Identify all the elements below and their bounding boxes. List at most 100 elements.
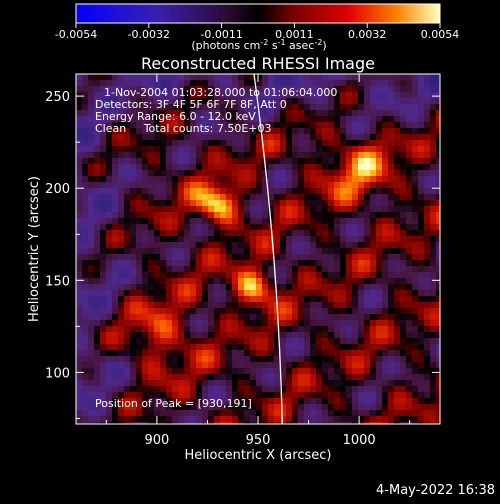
heatmap-cell	[268, 182, 275, 189]
heatmap-cell	[94, 104, 101, 111]
heatmap-cell	[292, 266, 299, 273]
heatmap-cell	[346, 398, 353, 405]
heatmap-cell	[298, 206, 305, 213]
heatmap-cell	[220, 80, 227, 87]
heatmap-cell	[160, 218, 167, 225]
heatmap-cell	[88, 230, 95, 237]
heatmap-cell	[340, 380, 347, 387]
heatmap-cell	[418, 98, 425, 105]
heatmap-cell	[214, 254, 221, 261]
heatmap-cell	[106, 362, 113, 369]
heatmap-cell	[124, 398, 131, 405]
heatmap-cell	[184, 80, 191, 87]
heatmap-cell	[322, 152, 329, 159]
heatmap-cell	[346, 158, 353, 165]
heatmap-cell	[184, 404, 191, 411]
heatmap-cell	[160, 272, 167, 279]
heatmap-cell	[418, 380, 425, 387]
heatmap-cell	[220, 392, 227, 399]
heatmap-cell	[142, 374, 149, 381]
heatmap-cell	[82, 416, 89, 423]
heatmap-cell	[238, 164, 245, 171]
heatmap-cell	[214, 176, 221, 183]
heatmap-cell	[406, 110, 413, 117]
heatmap-cell	[118, 356, 125, 363]
heatmap-cell	[178, 410, 185, 417]
heatmap-cell	[286, 188, 293, 195]
heatmap-cell	[268, 356, 275, 363]
heatmap-cell	[106, 116, 113, 123]
heatmap-cell	[172, 344, 179, 351]
heatmap-cell	[160, 248, 167, 255]
heatmap-cell	[292, 368, 299, 375]
heatmap-cell	[76, 260, 83, 267]
heatmap-cell	[298, 326, 305, 333]
heatmap-cell	[142, 116, 149, 123]
heatmap-cell	[334, 344, 341, 351]
heatmap-cell	[208, 164, 215, 171]
heatmap-cell	[112, 362, 119, 369]
heatmap-cell	[76, 266, 83, 273]
heatmap-cell	[406, 242, 413, 249]
heatmap-cell	[316, 368, 323, 375]
heatmap-cell	[112, 122, 119, 129]
heatmap-cell	[124, 212, 131, 219]
heatmap-cell	[328, 140, 335, 147]
heatmap-cell	[400, 230, 407, 237]
heatmap-cell	[298, 284, 305, 291]
heatmap-cell	[274, 368, 281, 375]
heatmap-cell	[88, 320, 95, 327]
heatmap-cell	[412, 182, 419, 189]
heatmap-cell	[400, 116, 407, 123]
heatmap-cell	[76, 368, 83, 375]
heatmap-cell	[250, 278, 257, 285]
heatmap-cell	[286, 98, 293, 105]
heatmap-cell	[298, 350, 305, 357]
heatmap-cell	[406, 314, 413, 321]
heatmap-cell	[136, 128, 143, 135]
heatmap-cell	[340, 140, 347, 147]
heatmap-cell	[250, 368, 257, 375]
heatmap-cell	[382, 296, 389, 303]
heatmap-cell	[208, 200, 215, 207]
heatmap-cell	[100, 356, 107, 363]
heatmap-cell	[424, 218, 431, 225]
heatmap-cell	[280, 212, 287, 219]
heatmap-cell	[424, 176, 431, 183]
heatmap-cell	[124, 266, 131, 273]
heatmap-cell	[388, 356, 395, 363]
heatmap-cell	[154, 152, 161, 159]
heatmap-cell	[292, 182, 299, 189]
heatmap-cell	[106, 230, 113, 237]
heatmap-cell	[226, 308, 233, 315]
heatmap-cell	[346, 272, 353, 279]
heatmap-cell	[424, 392, 431, 399]
heatmap-cell	[322, 158, 329, 165]
heatmap-cell	[358, 170, 365, 177]
heatmap-cell	[358, 290, 365, 297]
heatmap-cell	[430, 356, 437, 363]
heatmap-cell	[358, 230, 365, 237]
heatmap-cell	[196, 248, 203, 255]
heatmap-cell	[286, 254, 293, 261]
heatmap-cell	[184, 158, 191, 165]
heatmap-cell	[112, 242, 119, 249]
heatmap-cell	[160, 98, 167, 105]
heatmap-cell	[322, 326, 329, 333]
heatmap-cell	[280, 248, 287, 255]
heatmap-cell	[280, 332, 287, 339]
heatmap-cell	[184, 374, 191, 381]
heatmap-cell	[274, 398, 281, 405]
heatmap-cell	[154, 104, 161, 111]
heatmap-cell	[232, 134, 239, 141]
heatmap-cell	[436, 404, 440, 411]
heatmap-cell	[136, 194, 143, 201]
heatmap-cell	[154, 98, 161, 105]
heatmap-cell	[292, 278, 299, 285]
heatmap-cell	[376, 320, 383, 327]
heatmap-cell	[382, 338, 389, 345]
heatmap-cell	[394, 134, 401, 141]
heatmap-cell	[160, 422, 167, 424]
heatmap-cell	[196, 164, 203, 171]
heatmap-cell	[148, 368, 155, 375]
